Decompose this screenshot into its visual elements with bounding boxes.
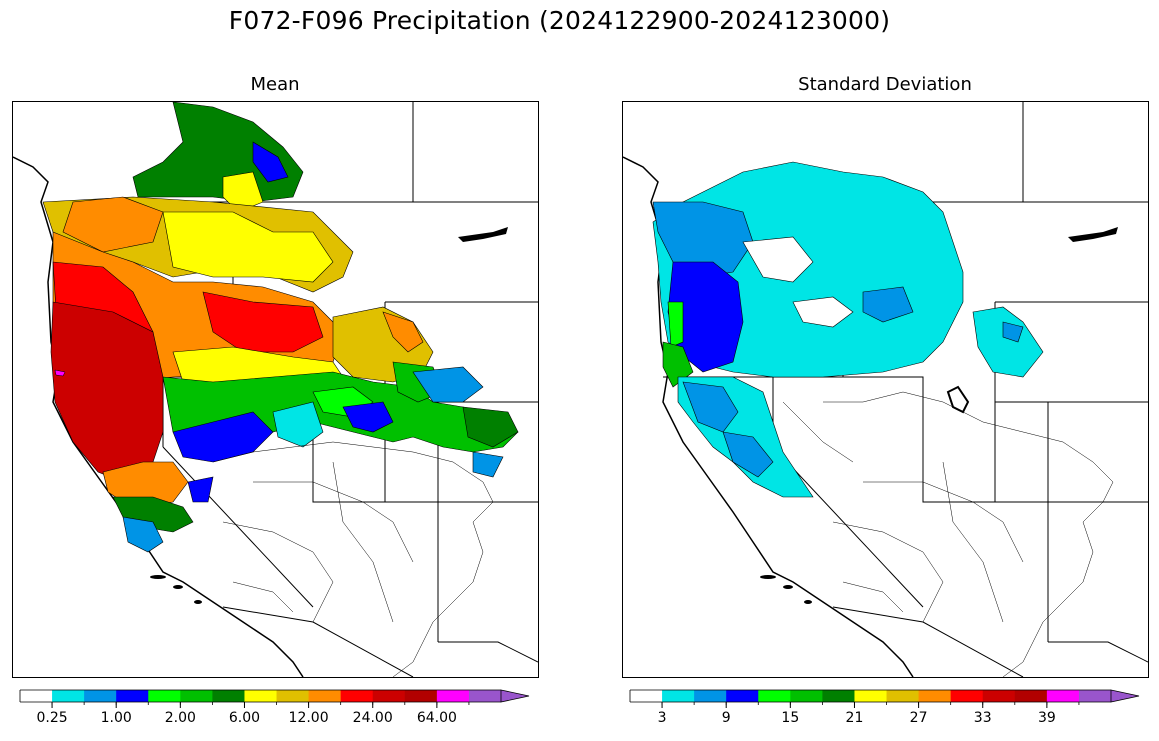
stddev-colorbar [629, 689, 1140, 708]
mean-islands [150, 575, 202, 604]
colorbar-segment [918, 690, 952, 702]
colorbar-tick-label: 9 [721, 710, 731, 726]
colorbar-tick-label: 21 [845, 710, 864, 726]
colorbar-segment [20, 690, 53, 702]
colorbar-segment [694, 690, 727, 702]
stddev-islands [760, 575, 812, 604]
stddev-panel-title: Standard Deviation [798, 74, 972, 95]
colorbar-segment [790, 690, 823, 702]
colorbar-segment [212, 690, 245, 702]
colorbar-segment [886, 690, 920, 702]
stddev-coastline [623, 156, 914, 677]
stddev-colorbar-svg [629, 689, 1140, 708]
colorbar-segment [244, 690, 278, 702]
colorbar-extend-arrow [1110, 689, 1140, 703]
colorbar-tick-label: 0.25 [36, 710, 68, 726]
colorbar-segment [726, 690, 759, 702]
colorbar-segment [180, 690, 213, 702]
mean-map[interactable] [12, 101, 539, 678]
colorbar-tick-label: 39 [1037, 710, 1056, 726]
colorbar-segment [758, 690, 791, 702]
stddev-precip-shading [652, 161, 1044, 498]
mean-lake [458, 227, 508, 242]
colorbar-tick-label: 64.00 [416, 710, 457, 726]
colorbar-segment [308, 690, 342, 702]
colorbar-outline [629, 689, 1111, 703]
colorbar-segment [372, 690, 406, 702]
colorbar-segment [340, 690, 374, 702]
colorbar-segment [982, 690, 1016, 702]
colorbar-tick-label: 6.00 [228, 710, 261, 726]
colorbar-outline [19, 689, 501, 703]
colorbar-segment [84, 690, 117, 702]
colorbar-segment [1046, 690, 1080, 702]
colorbar-segment [468, 690, 502, 702]
colorbar-tick-label: 1.00 [100, 710, 132, 726]
mean-max-spot [54, 369, 66, 377]
colorbar-tick-label: 24.00 [352, 710, 393, 726]
colorbar-tick-label: 33 [973, 710, 992, 726]
colorbar-tick-label: 3 [657, 710, 667, 726]
stddev-map[interactable] [622, 101, 1149, 678]
stddev-salt-lake [946, 385, 970, 414]
colorbar-segment [1014, 690, 1048, 702]
stddev-lake [1068, 227, 1118, 242]
colorbar-tick-label: 27 [909, 710, 928, 726]
colorbar-segment [950, 690, 984, 702]
colorbar-segment [404, 690, 438, 702]
colorbar-segment [1078, 690, 1112, 702]
colorbar-tick-label: 12.00 [288, 710, 329, 726]
colorbar-segment [116, 690, 149, 702]
colorbar-tick-label: 15 [781, 710, 800, 726]
mean-basin-outlines [212, 441, 494, 677]
colorbar-segment [662, 690, 695, 702]
stddev-map-svg [623, 102, 1148, 677]
mean-panel-title: Mean [250, 74, 300, 95]
figure-title: F072-F096 Precipitation (2024122900-2024… [228, 6, 891, 35]
colorbar-segment [822, 690, 855, 702]
colorbar-extend-arrow [500, 689, 530, 703]
colorbar-segment [436, 690, 470, 702]
colorbar-segment [52, 690, 85, 702]
colorbar-segment [148, 690, 181, 702]
mean-map-svg [13, 102, 538, 677]
colorbar-segment [854, 690, 888, 702]
colorbar-segment [276, 690, 310, 702]
mean-colorbar [19, 689, 530, 708]
mean-precip-shading [42, 102, 519, 553]
colorbar-tick-label: 2.00 [164, 710, 196, 726]
mean-coastline [13, 156, 304, 677]
mean-colorbar-svg [19, 689, 530, 708]
colorbar-segment [630, 690, 663, 702]
stddev-basin-outlines [782, 391, 1114, 677]
